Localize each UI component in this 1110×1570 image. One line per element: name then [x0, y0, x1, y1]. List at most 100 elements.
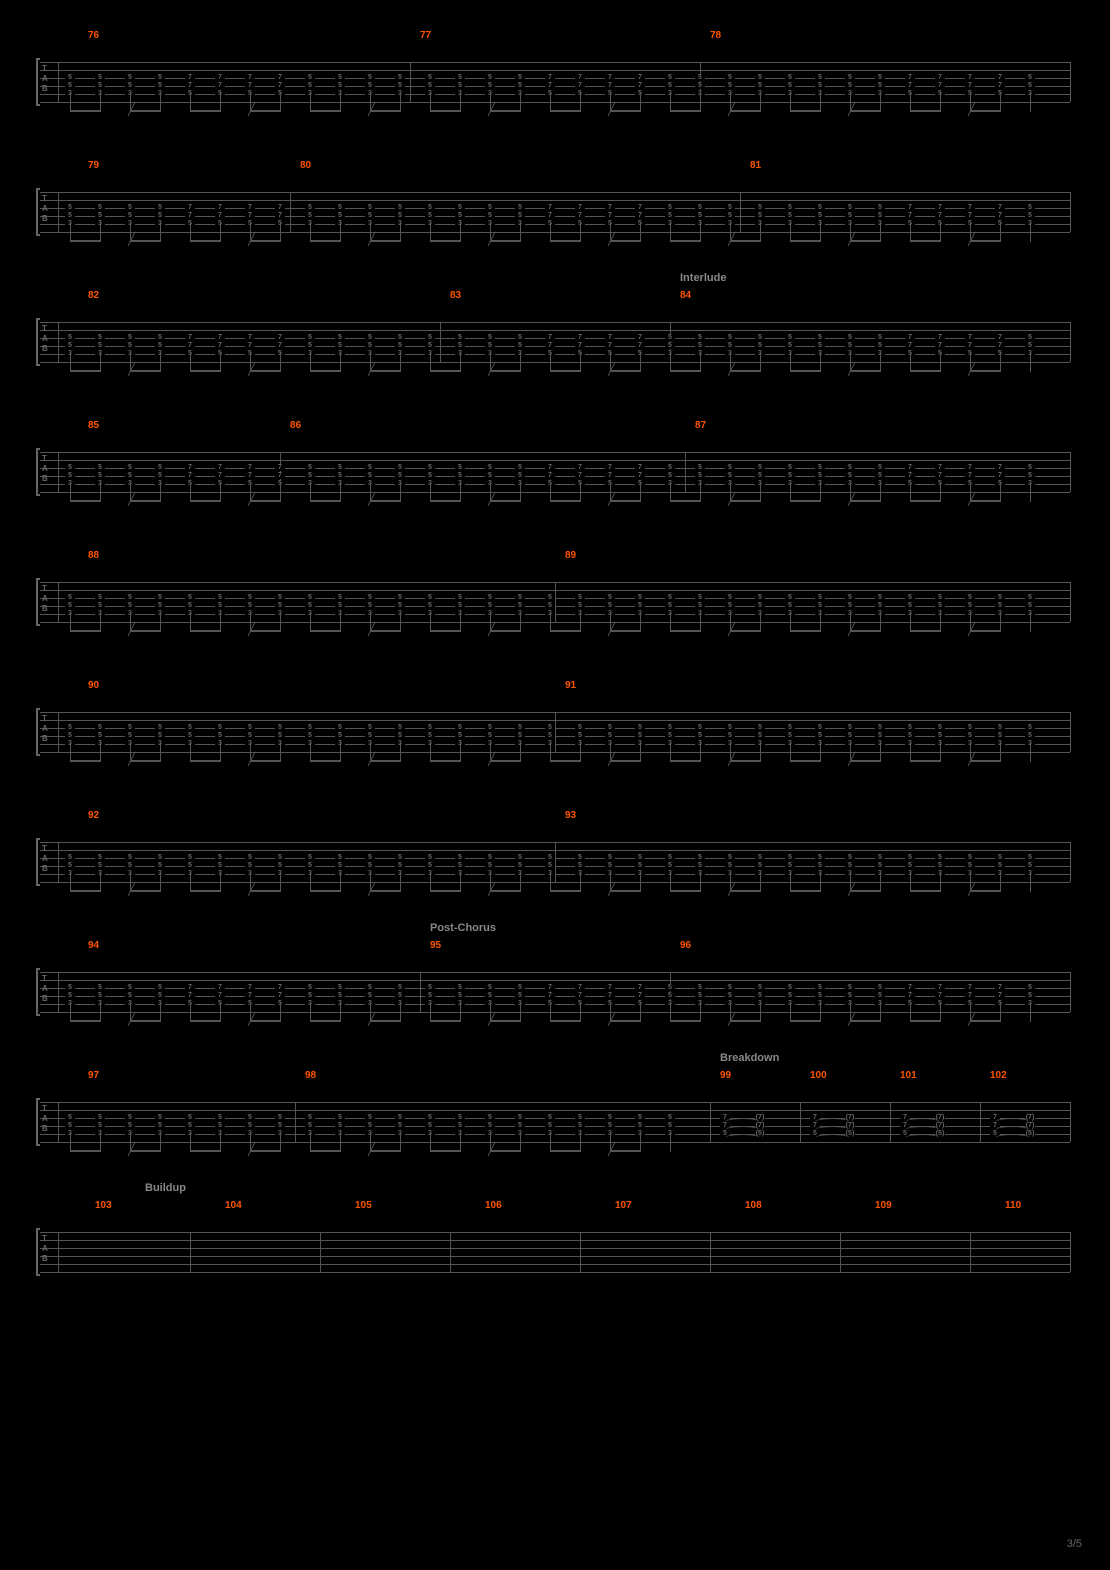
- fret-number: 7: [995, 212, 1005, 219]
- fret-number: 5: [785, 594, 795, 601]
- fret-number: 5: [485, 992, 495, 999]
- flag: ╱: [248, 1012, 255, 1026]
- beam: [550, 240, 580, 242]
- fret-number: 5: [215, 732, 225, 739]
- fret-number: 7: [185, 984, 195, 991]
- flag: ╱: [368, 1142, 375, 1156]
- note-stem: [550, 222, 551, 242]
- beam: [370, 240, 400, 242]
- fret-number: 5: [155, 732, 165, 739]
- fret-number: 5: [785, 992, 795, 999]
- barline: [450, 1232, 451, 1272]
- note-stem: [160, 482, 161, 502]
- beam: [730, 760, 760, 762]
- beam: [130, 760, 160, 762]
- fret-number: 5: [785, 732, 795, 739]
- flag: ╱: [488, 882, 495, 896]
- staff-line: [40, 1240, 1070, 1241]
- fret-number: 5: [425, 984, 435, 991]
- beam: [310, 1150, 340, 1152]
- fret-number: 5: [125, 854, 135, 861]
- flag: ╱: [248, 102, 255, 116]
- beam: [970, 630, 1000, 632]
- fret-number: 5: [905, 732, 915, 739]
- measure-number: 84: [680, 290, 691, 301]
- note-stem: [280, 872, 281, 892]
- note-stem: [1030, 1002, 1031, 1022]
- fret-number: 5: [335, 854, 345, 861]
- staff-line: [40, 192, 1070, 193]
- fret-number: 5: [815, 472, 825, 479]
- tab-system: TAB798081553553553╱553775775775╱77555355…: [30, 170, 1080, 250]
- fret-number: 5: [905, 594, 915, 601]
- fret-number: 5: [305, 724, 315, 731]
- fret-number: 7: [635, 984, 645, 991]
- fret-number: 5: [1025, 472, 1035, 479]
- fret-number: 5: [485, 862, 495, 869]
- fret-number: 5: [335, 1114, 345, 1121]
- barline: [710, 1102, 711, 1142]
- beam: [790, 370, 820, 372]
- fret-number: 5: [425, 472, 435, 479]
- tab-letter: B: [42, 84, 48, 93]
- beam: [430, 1020, 460, 1022]
- fret-number: 5: [305, 334, 315, 341]
- note-stem: [1000, 872, 1001, 892]
- fret-number: 7: [245, 334, 255, 341]
- note-stem: [400, 482, 401, 502]
- fret-number: 5: [575, 854, 585, 861]
- fret-number: 5: [395, 1122, 405, 1129]
- measure-number: 104: [225, 1200, 242, 1211]
- fret-number: 5: [455, 984, 465, 991]
- fret-number: 5: [335, 862, 345, 869]
- fret-number: 5: [665, 342, 675, 349]
- fret-number: 7: [965, 334, 975, 341]
- fret-number: 7: [965, 212, 975, 219]
- fret-number: 5: [455, 342, 465, 349]
- beam: [790, 760, 820, 762]
- beam: [70, 240, 100, 242]
- fret-number: 5: [185, 724, 195, 731]
- fret-number: 5: [95, 82, 105, 89]
- note-stem: [430, 612, 431, 632]
- note-stem: [910, 1002, 911, 1022]
- fret-number: 5: [305, 602, 315, 609]
- beam: [970, 500, 1000, 502]
- measure-number: 77: [420, 30, 431, 41]
- note-stem: [220, 352, 221, 372]
- tab-letter: T: [42, 584, 47, 593]
- tab-letter: T: [42, 454, 47, 463]
- staff-line: [40, 882, 1070, 883]
- beam: [790, 890, 820, 892]
- note-stem: [640, 222, 641, 242]
- fret-number: 7: [575, 984, 585, 991]
- note-stem: [1030, 612, 1031, 632]
- beam: [370, 1020, 400, 1022]
- fret-number: 5: [95, 334, 105, 341]
- fret-number: 5: [155, 602, 165, 609]
- note-stem: [160, 352, 161, 372]
- fret-number: 5: [425, 82, 435, 89]
- note-stem: [640, 612, 641, 632]
- flag: ╱: [848, 492, 855, 506]
- fret-number: 7: [245, 464, 255, 471]
- flag: ╱: [728, 1012, 735, 1026]
- measure-number: 93: [565, 810, 576, 821]
- fret-number: 7: [575, 204, 585, 211]
- beam: [430, 760, 460, 762]
- fret-number: 7: [935, 342, 945, 349]
- fret-number: 5: [665, 464, 675, 471]
- beam: [250, 500, 280, 502]
- note-stem: [190, 872, 191, 892]
- fret-number: 7: [215, 472, 225, 479]
- fret-number: 5: [155, 984, 165, 991]
- fret-number: 5: [425, 74, 435, 81]
- note-stem: [190, 482, 191, 502]
- fret-number: 7: [545, 82, 555, 89]
- fret-number: 5: [365, 1114, 375, 1121]
- beam: [490, 1150, 520, 1152]
- note-stem: [880, 612, 881, 632]
- fret-number: 5: [815, 854, 825, 861]
- beam: [730, 1020, 760, 1022]
- fret-number: 7: [575, 992, 585, 999]
